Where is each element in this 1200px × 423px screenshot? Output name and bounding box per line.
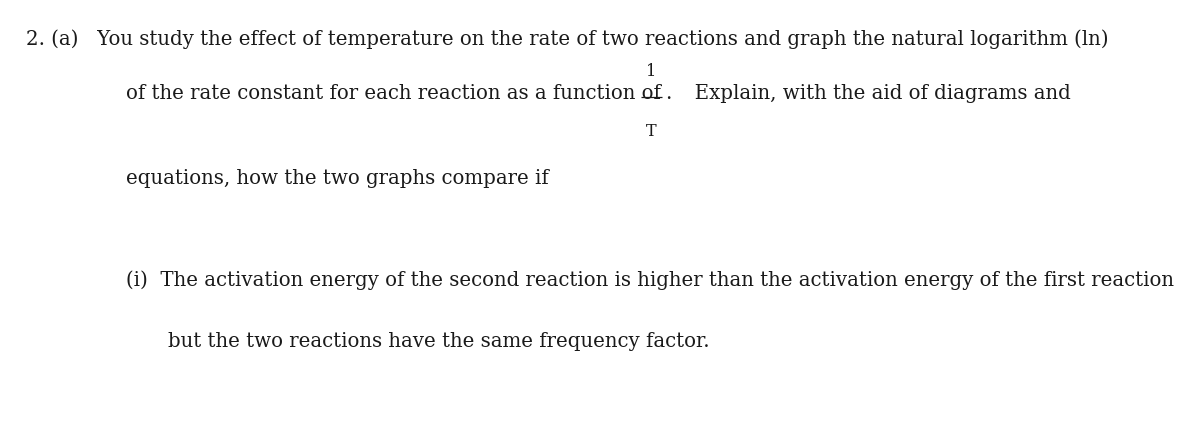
Text: equations, how the two graphs compare if: equations, how the two graphs compare if	[126, 169, 548, 188]
Text: of the rate constant for each reaction as a function of: of the rate constant for each reaction a…	[126, 85, 667, 103]
Text: Explain, with the aid of diagrams and: Explain, with the aid of diagrams and	[676, 85, 1070, 103]
Text: 1: 1	[647, 63, 656, 80]
Text: .: .	[665, 85, 671, 103]
Text: T: T	[647, 123, 656, 140]
Text: (i)  The activation energy of the second reaction is higher than the activation : (i) The activation energy of the second …	[126, 271, 1174, 290]
Text: 2. (a)   You study the effect of temperature on the rate of two reactions and gr: 2. (a) You study the effect of temperatu…	[26, 30, 1109, 49]
Text: but the two reactions have the same frequency factor.: but the two reactions have the same freq…	[168, 332, 709, 351]
